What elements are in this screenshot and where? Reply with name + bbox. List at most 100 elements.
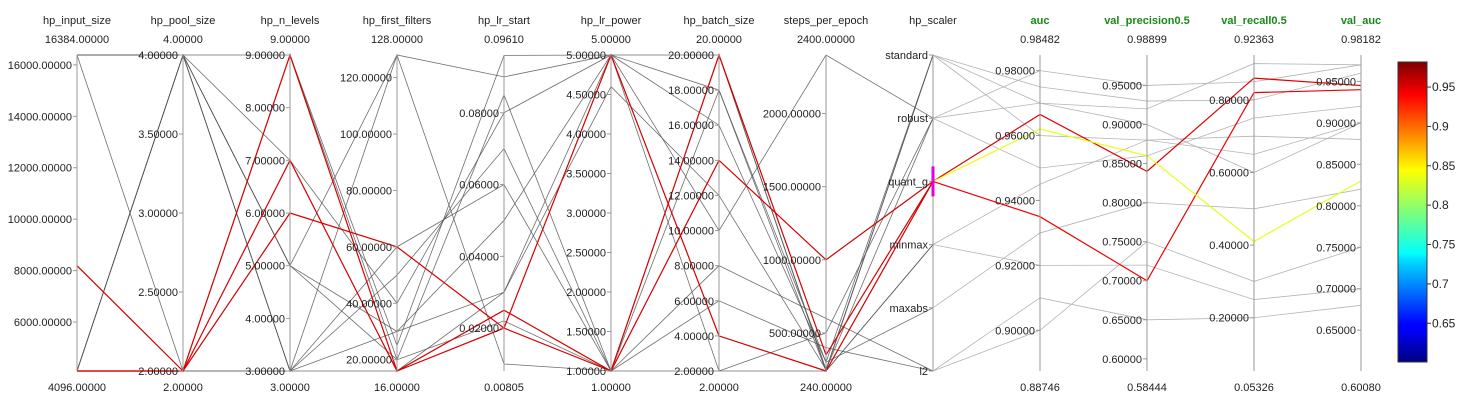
axis-max-label: 128.00000 xyxy=(371,34,423,46)
axis-hp-first-filters[interactable]: hp_first_filters 128.00000 16.00000 20.0000… xyxy=(340,15,432,394)
tick-label: 0.85000 xyxy=(1102,159,1142,171)
tick-label: 0.94000 xyxy=(995,195,1035,207)
tick-label: 120.00000 xyxy=(340,73,392,85)
axis-title: val_precision0.5 xyxy=(1104,15,1190,27)
axis-min-label: 0.05326 xyxy=(1234,382,1274,394)
axis-max-label: 4.00000 xyxy=(163,34,203,46)
axis-val-auc[interactable]: val_auc 0.98182 0.60080 0.65000 0.70000 0.750… xyxy=(1316,15,1381,394)
tick-label: 0.06000 xyxy=(459,180,499,192)
tick-label: 8.00000 xyxy=(245,103,285,115)
axis-min-label: 0.00805 xyxy=(484,382,524,394)
axis-min-label: 4096.00000 xyxy=(48,382,106,394)
series-line-background[interactable] xyxy=(76,53,934,372)
axis-title: hp_pool_size xyxy=(151,15,216,27)
axis-min-label: 2.00000 xyxy=(699,382,739,394)
axis-max-label: 5.00000 xyxy=(591,34,631,46)
tick-label: 2.00000 xyxy=(566,287,606,299)
axis-val-precision0-5[interactable]: val_precision0.5 0.98899 0.58444 0.60000 0.6… xyxy=(1102,15,1190,394)
axis-hp-batch-size[interactable]: hp_batch_size 20.00000 2.00000 2.00000 4.000… xyxy=(668,15,754,394)
tick-label: 2.00000 xyxy=(138,366,178,378)
tick-label: 7.00000 xyxy=(245,155,285,167)
tick-label: 1500.00000 xyxy=(763,182,821,194)
series-line-background[interactable] xyxy=(77,54,934,373)
axis-steps-per-epoch[interactable]: steps_per_epoch 2400.00000 240.00000 500.00… xyxy=(763,15,868,394)
tick-label: 60.00000 xyxy=(346,242,392,254)
tick-label: 0.60000 xyxy=(1209,167,1249,179)
tick-label: 0.04000 xyxy=(459,251,499,263)
axis-max-label: 0.92363 xyxy=(1234,34,1274,46)
tick-label: 2.00000 xyxy=(674,366,714,378)
tick-label: 8000.00000 xyxy=(14,266,72,278)
tick-label: 12.00000 xyxy=(668,190,714,202)
axis-max-label: 9.00000 xyxy=(270,34,310,46)
tick-label: 1.50000 xyxy=(566,327,606,339)
tick-label: 3.00000 xyxy=(138,208,178,220)
axis-max-label: 2400.00000 xyxy=(797,34,855,46)
colorbar-tick-label: 0.85 xyxy=(1432,159,1456,173)
axis-min-label: 1.00000 xyxy=(591,382,631,394)
category-label: maxabs xyxy=(889,303,928,315)
tick-label: 20.00000 xyxy=(346,355,392,367)
tick-label: 3.50000 xyxy=(566,169,606,181)
tick-label: 0.92000 xyxy=(995,260,1035,272)
colorbar-tick-label: 0.65 xyxy=(1432,316,1456,330)
tick-label: 0.95000 xyxy=(1316,76,1356,88)
tick-label: 6000.00000 xyxy=(14,317,72,329)
series-line-background[interactable] xyxy=(76,53,934,373)
axis-hp-lr-start[interactable]: hp_lr_start 0.09610 0.00805 0.02000 0.04000 0… xyxy=(459,15,530,394)
category-label: l2 xyxy=(919,366,928,378)
axis-hp-n-levels[interactable]: hp_n_levels 9.00000 3.00000 3.00000 4.00000 5… xyxy=(245,15,320,394)
tick-label: 0.80000 xyxy=(1316,201,1356,213)
series-line-background[interactable] xyxy=(76,54,934,372)
axis-auc[interactable]: auc 0.98482 0.88746 0.90000 0.92000 0.94000 0.… xyxy=(995,15,1060,394)
series-line-background[interactable] xyxy=(77,54,934,373)
tick-label: 0.98000 xyxy=(995,66,1035,78)
series-line-highlight[interactable] xyxy=(77,53,934,372)
tick-label: 16000.00000 xyxy=(8,60,72,72)
series-line-highlight[interactable] xyxy=(77,53,934,372)
axis-hp-scaler[interactable]: hp_scaler l2 maxabs minmax quant_g robust stan… xyxy=(885,15,957,378)
colorbar-tick-label: 0.75 xyxy=(1432,238,1456,252)
axis-title: val_recall0.5 xyxy=(1221,15,1286,27)
tick-label: 8.00000 xyxy=(674,261,714,273)
tick-label: 1.00000 xyxy=(566,366,606,378)
category-label: robust xyxy=(897,113,928,125)
tick-label: 5.00000 xyxy=(566,50,606,62)
tick-label: 0.90000 xyxy=(1102,120,1142,132)
colorbar: 0.65 0.7 0.75 0.8 0.85 0.9 0.95 xyxy=(1397,61,1456,363)
tick-label: 12000.00000 xyxy=(8,163,72,175)
axes-layer: hp_input_size 16384.00000 4096.00000 6000.0… xyxy=(8,15,1381,394)
axis-min-label: 16.00000 xyxy=(374,382,420,394)
axis-title: hp_n_levels xyxy=(261,15,320,27)
axis-min-label: 3.00000 xyxy=(270,382,310,394)
tick-label: 80.00000 xyxy=(346,185,392,197)
axis-title: hp_input_size xyxy=(43,15,111,27)
series-line-background[interactable] xyxy=(76,54,934,372)
tick-label: 20.00000 xyxy=(668,50,714,62)
series-line-background[interactable] xyxy=(77,54,934,372)
tick-label: 3.00000 xyxy=(566,208,606,220)
axis-hp-lr-power[interactable]: hp_lr_power 5.00000 1.00000 1.00000 1.50000 2… xyxy=(566,15,641,394)
axis-val-recall0-5[interactable]: val_recall0.5 0.92363 0.05326 0.20000 0.4000… xyxy=(1209,15,1286,394)
axis-title: hp_batch_size xyxy=(684,15,755,27)
series-line-background[interactable] xyxy=(77,53,934,372)
axis-max-label: 0.09610 xyxy=(484,34,524,46)
tick-label: 0.40000 xyxy=(1209,240,1249,252)
axis-hp-pool-size[interactable]: hp_pool_size 4.00000 2.00000 2.00000 2.50000… xyxy=(138,15,215,394)
axis-title: hp_lr_start xyxy=(478,15,530,27)
tick-label: 40.00000 xyxy=(346,298,392,310)
tick-label: 0.85000 xyxy=(1316,159,1356,171)
series-line-background[interactable] xyxy=(77,54,934,373)
series-line-background[interactable] xyxy=(77,54,934,372)
tick-label: 100.00000 xyxy=(340,129,392,141)
colorbar-tick-label: 0.9 xyxy=(1432,119,1449,133)
tick-label: 0.75000 xyxy=(1102,237,1142,249)
tick-label: 2.50000 xyxy=(138,287,178,299)
tick-label: 500.00000 xyxy=(769,328,821,340)
axis-hp-input-size[interactable]: hp_input_size 16384.00000 4096.00000 6000.0… xyxy=(8,15,111,394)
axis-selection-marker[interactable] xyxy=(931,166,935,197)
axis-max-label: 0.98482 xyxy=(1020,34,1060,46)
tick-label: 0.65000 xyxy=(1316,325,1356,337)
series-line-background[interactable] xyxy=(76,53,934,372)
axis-max-label: 20.00000 xyxy=(696,34,742,46)
